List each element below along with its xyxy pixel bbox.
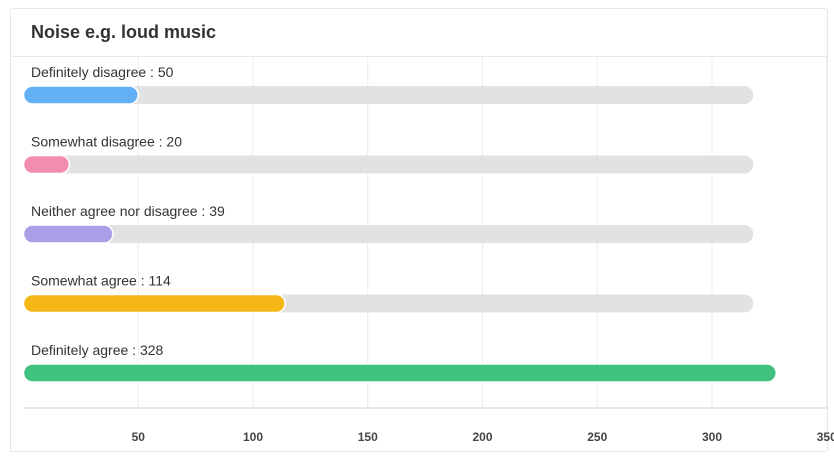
bar-track-1 <box>23 155 754 174</box>
x-tick-label-350: 350 <box>817 430 834 444</box>
bar-3[interactable] <box>22 293 286 314</box>
bar-0[interactable] <box>22 85 139 105</box>
x-tick-label-300: 300 <box>702 430 722 444</box>
bar-4[interactable] <box>22 363 778 383</box>
bar-label-2: Neither agree nor disagree : 39 <box>31 203 225 219</box>
bar-track-0 <box>23 86 754 104</box>
bar-2[interactable] <box>22 224 114 244</box>
x-tick-label-100: 100 <box>243 430 263 444</box>
bar-track-2 <box>23 225 754 243</box>
x-tick-label-250: 250 <box>587 430 607 444</box>
bar-label-3: Somewhat agree : 114 <box>31 273 171 289</box>
bar-label-0: Definitely disagree : 50 <box>31 64 174 80</box>
bar-label-4: Definitely agree : 328 <box>31 342 164 358</box>
panel-header: Noise e.g. loud music <box>11 9 827 57</box>
x-tick-label-50: 50 <box>132 430 146 444</box>
x-tick-label-200: 200 <box>472 430 492 444</box>
chart-title: Noise e.g. loud music <box>31 22 217 42</box>
x-tick-label-150: 150 <box>358 430 378 444</box>
bar-label-1: Somewhat disagree : 20 <box>31 134 182 150</box>
bar-1[interactable] <box>22 154 71 175</box>
